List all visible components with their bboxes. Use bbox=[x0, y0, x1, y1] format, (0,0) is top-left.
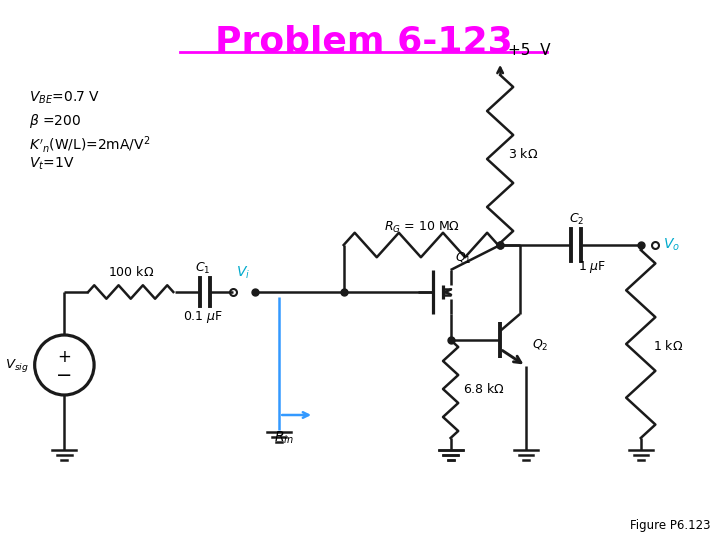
Text: Problem 6-123: Problem 6-123 bbox=[215, 25, 513, 59]
Text: $K'_n$(W/L)=2mA/V$^2$: $K'_n$(W/L)=2mA/V$^2$ bbox=[29, 134, 150, 155]
Text: $V_{BE}$=0.7 V: $V_{BE}$=0.7 V bbox=[29, 90, 100, 106]
Text: $\beta$ =200: $\beta$ =200 bbox=[29, 112, 81, 130]
Text: $V_t$=1V: $V_t$=1V bbox=[29, 156, 74, 172]
Text: $C_2$: $C_2$ bbox=[569, 212, 584, 227]
Text: 1 k$\Omega$: 1 k$\Omega$ bbox=[652, 340, 683, 354]
Text: +5  V: +5 V bbox=[508, 43, 551, 58]
Text: $C_1$: $C_1$ bbox=[195, 261, 211, 276]
Text: +: + bbox=[58, 348, 71, 366]
Text: 1 $\mu$F: 1 $\mu$F bbox=[578, 259, 607, 275]
Text: $V_{sig}$: $V_{sig}$ bbox=[5, 356, 29, 374]
Text: −: − bbox=[56, 366, 73, 384]
Text: 0.1 $\mu$F: 0.1 $\mu$F bbox=[183, 309, 223, 325]
Text: $V_i$: $V_i$ bbox=[235, 265, 250, 281]
Text: $V_o$: $V_o$ bbox=[662, 237, 680, 253]
Text: 3 k$\Omega$: 3 k$\Omega$ bbox=[508, 147, 539, 161]
Text: $R_{in}$: $R_{in}$ bbox=[274, 430, 294, 447]
Text: $Q_2$: $Q_2$ bbox=[532, 338, 548, 353]
Text: $Q_1$: $Q_1$ bbox=[454, 251, 471, 266]
Text: $R_G$ = 10 M$\Omega$: $R_G$ = 10 M$\Omega$ bbox=[384, 220, 460, 235]
Text: 6.8 k$\Omega$: 6.8 k$\Omega$ bbox=[462, 382, 504, 396]
Text: 100 k$\Omega$: 100 k$\Omega$ bbox=[107, 265, 154, 279]
Text: Figure P6.123: Figure P6.123 bbox=[629, 519, 710, 532]
